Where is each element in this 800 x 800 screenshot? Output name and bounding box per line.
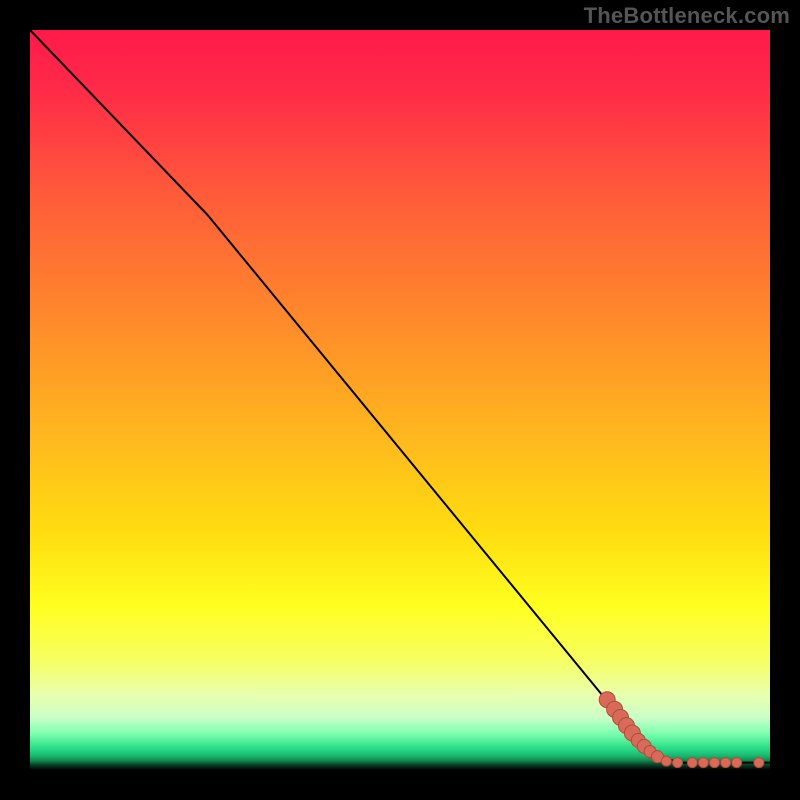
data-point [698, 758, 708, 768]
plot-area [30, 30, 770, 770]
data-point [673, 758, 683, 768]
data-point [710, 758, 720, 768]
watermark-text: TheBottleneck.com [584, 3, 790, 29]
chart-container: TheBottleneck.com [0, 0, 800, 800]
chart-svg [0, 0, 800, 800]
data-point [721, 758, 731, 768]
data-point [754, 758, 764, 768]
data-point [732, 758, 742, 768]
data-point [661, 756, 671, 766]
data-point [687, 758, 697, 768]
